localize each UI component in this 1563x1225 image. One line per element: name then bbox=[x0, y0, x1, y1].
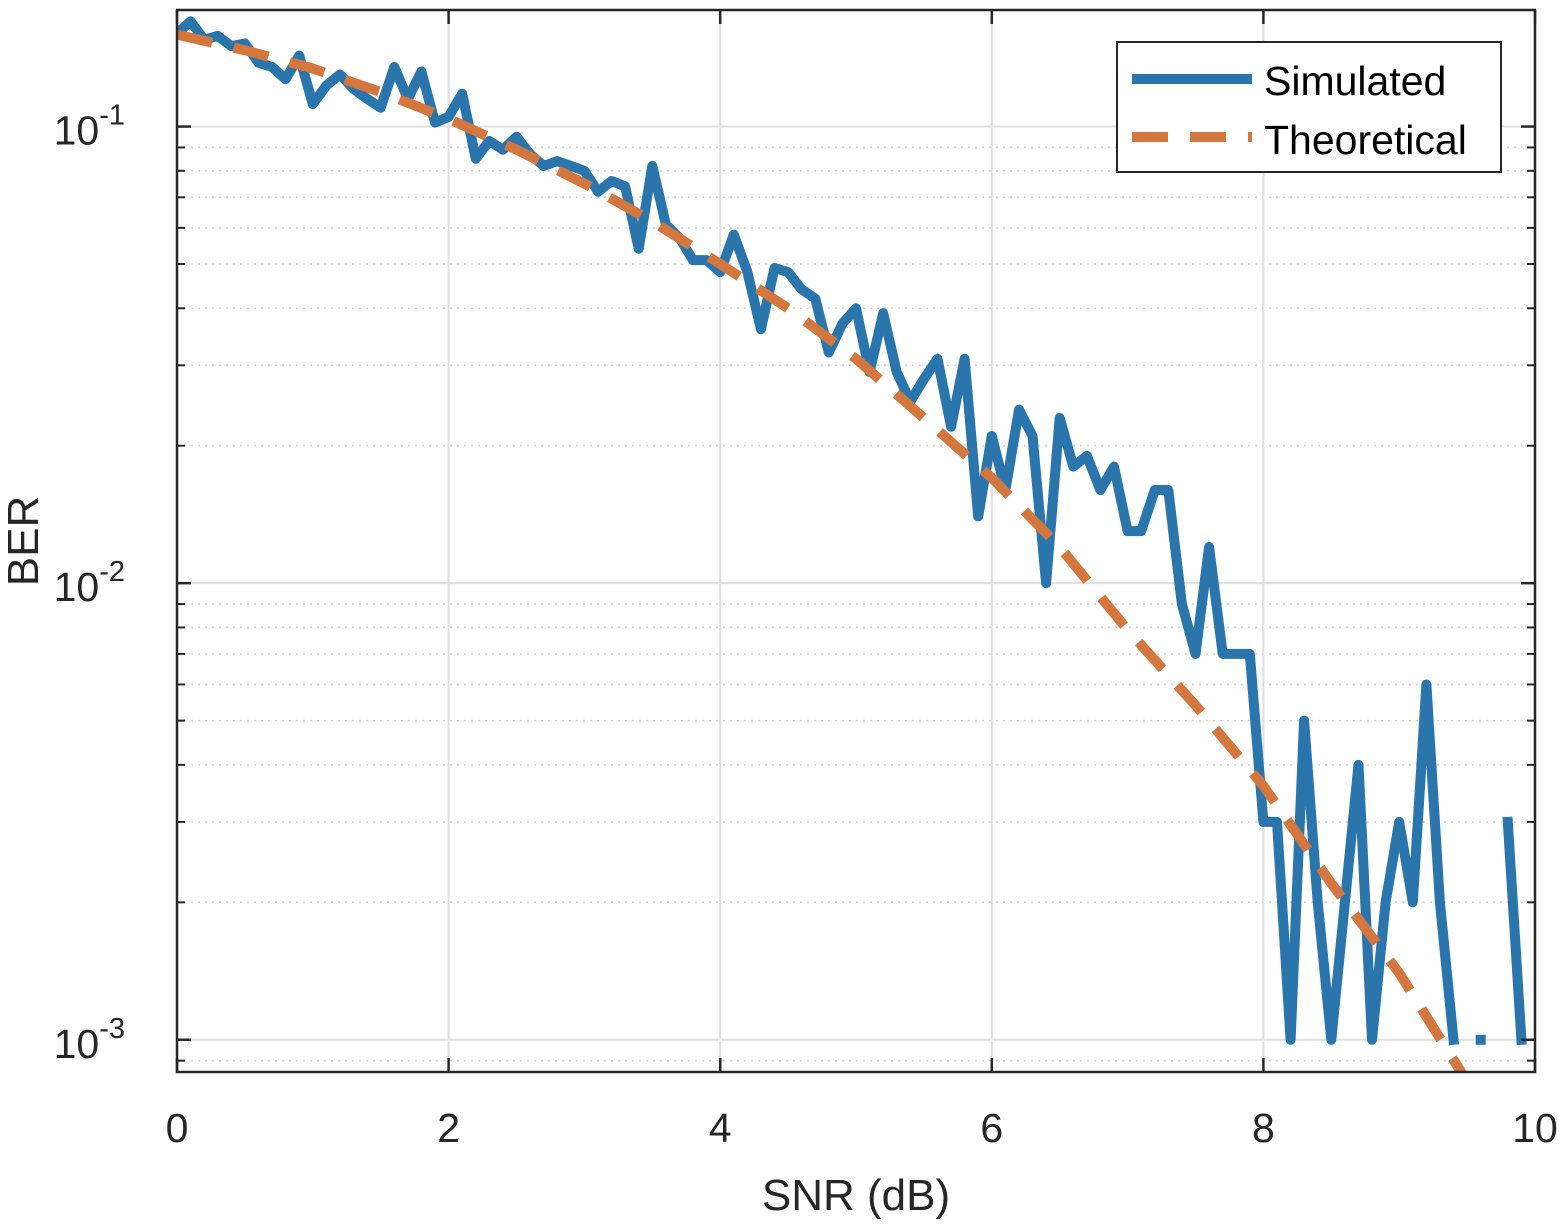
y-tick-base: 10 bbox=[54, 1021, 100, 1067]
minor-grid bbox=[177, 146, 1535, 1062]
axes-box bbox=[175, 8, 1537, 1074]
y-tick-base: 10 bbox=[54, 108, 100, 154]
y-axis-label: BER bbox=[0, 496, 48, 586]
y-tick-exponent: -1 bbox=[99, 100, 125, 132]
x-axis-label: SNR (dB) bbox=[762, 1171, 950, 1220]
x-tick-label: 2 bbox=[437, 1105, 460, 1151]
ticks-layer bbox=[175, 10, 1537, 1072]
y-tick-base: 10 bbox=[54, 564, 100, 610]
y-tick-label: 10-1 bbox=[54, 100, 125, 154]
x-tick-label: 4 bbox=[709, 1105, 732, 1151]
y-tick-label: 10-2 bbox=[54, 556, 125, 610]
x-tick-label: 6 bbox=[980, 1105, 1003, 1151]
legend-label-simulated: Simulated bbox=[1264, 58, 1446, 104]
series-layer bbox=[177, 16, 1527, 1072]
x-tick-label: 0 bbox=[166, 1105, 189, 1151]
legend-label-theoretical: Theoretical bbox=[1264, 117, 1467, 163]
series-point-simulated bbox=[1475, 1034, 1486, 1045]
legend: Simulated Theoretical bbox=[1116, 41, 1502, 173]
y-tick-exponent: -3 bbox=[99, 1013, 125, 1045]
series-line-theoretical bbox=[177, 29, 1467, 1072]
x-tick-labels: 0 2 4 6 8 10 bbox=[166, 1105, 1558, 1151]
y-tick-label: 10-3 bbox=[54, 1013, 125, 1067]
series-line-simulated bbox=[177, 16, 1527, 1046]
x-tick-label: 10 bbox=[1512, 1105, 1558, 1151]
y-tick-labels: 10-310-210-1 bbox=[54, 100, 125, 1067]
x-tick-label: 8 bbox=[1252, 1105, 1275, 1151]
legend-box bbox=[1116, 41, 1502, 173]
y-tick-exponent: -2 bbox=[99, 556, 125, 588]
